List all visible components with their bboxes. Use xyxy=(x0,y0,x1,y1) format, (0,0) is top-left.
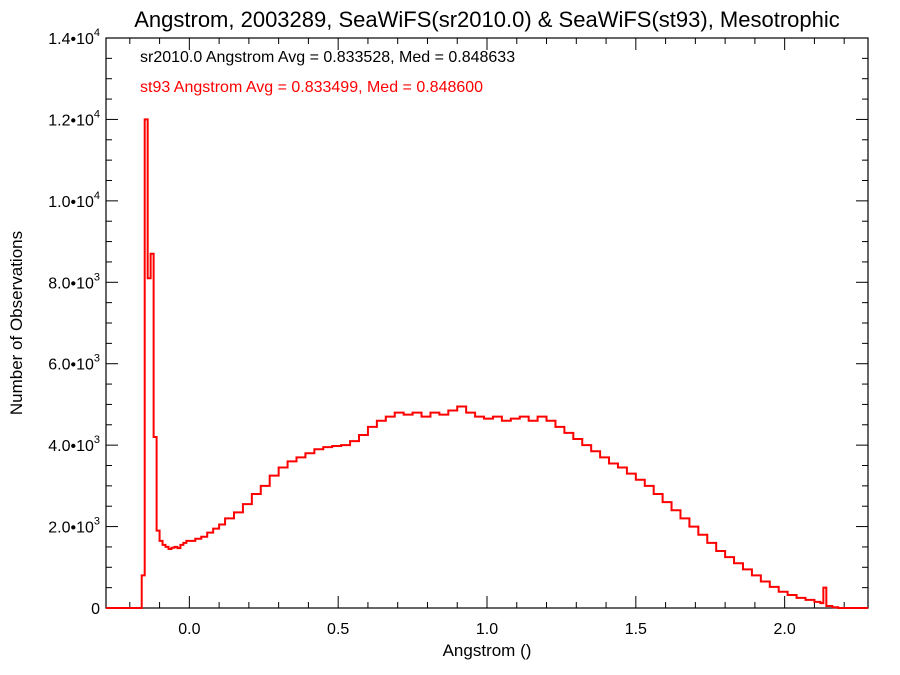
x-tick-label: 1.0 xyxy=(476,621,498,638)
y-tick-mantissa: 8.0•10 xyxy=(48,275,94,292)
y-tick-label: 1.4•104 xyxy=(48,27,100,48)
y-axis: 02.0•1034.0•1036.0•1038.0•1031.0•1041.2•… xyxy=(48,27,868,618)
y-tick-exponent: 3 xyxy=(94,271,100,283)
y-tick-mantissa: 4.0•10 xyxy=(48,438,94,455)
y-tick-label: 6.0•103 xyxy=(48,353,100,374)
chart-title: Angstrom, 2003289, SeaWiFS(sr2010.0) & S… xyxy=(134,7,840,32)
y-axis-label: Number of Observations xyxy=(7,231,26,415)
y-tick-label: 4.0•103 xyxy=(48,434,100,455)
y-tick-exponent: 4 xyxy=(94,27,100,39)
y-tick-mantissa: 1.0•10 xyxy=(48,194,94,211)
y-tick-mantissa: 6.0•10 xyxy=(48,357,94,374)
series-layer xyxy=(106,118,868,609)
y-tick-label: 0 xyxy=(91,601,100,618)
y-tick-exponent: 4 xyxy=(94,108,100,120)
y-tick-mantissa: 0 xyxy=(91,601,100,618)
x-axis-label: Angstrom () xyxy=(443,641,532,660)
annotation-sr2010: sr2010.0 Angstrom Avg = 0.833528, Med = … xyxy=(140,49,515,66)
annotation-st93: st93 Angstrom Avg = 0.833499, Med = 0.84… xyxy=(140,79,483,96)
x-tick-label: 0.5 xyxy=(327,621,349,638)
y-tick-mantissa: 2.0•10 xyxy=(48,520,94,537)
y-tick-exponent: 3 xyxy=(94,516,100,528)
x-tick-label: 2.0 xyxy=(774,621,796,638)
x-axis: 0.0 0.5 1.0 1.5 2.0 xyxy=(129,38,845,638)
y-tick-mantissa: 1.2•10 xyxy=(48,112,94,129)
y-tick-label: 8.0•103 xyxy=(48,271,100,292)
y-tick-label: 2.0•103 xyxy=(48,516,100,537)
y-tick-label: 1.2•104 xyxy=(48,108,100,129)
x-tick-label: 0.0 xyxy=(178,621,200,638)
y-tick-label: 1.0•104 xyxy=(48,190,100,211)
y-tick-exponent: 3 xyxy=(94,434,100,446)
y-tick-exponent: 4 xyxy=(94,190,100,202)
series-line-0 xyxy=(106,118,868,609)
y-tick-exponent: 3 xyxy=(94,353,100,365)
x-tick-label: 1.5 xyxy=(625,621,647,638)
y-tick-mantissa: 1.4•10 xyxy=(48,31,94,48)
